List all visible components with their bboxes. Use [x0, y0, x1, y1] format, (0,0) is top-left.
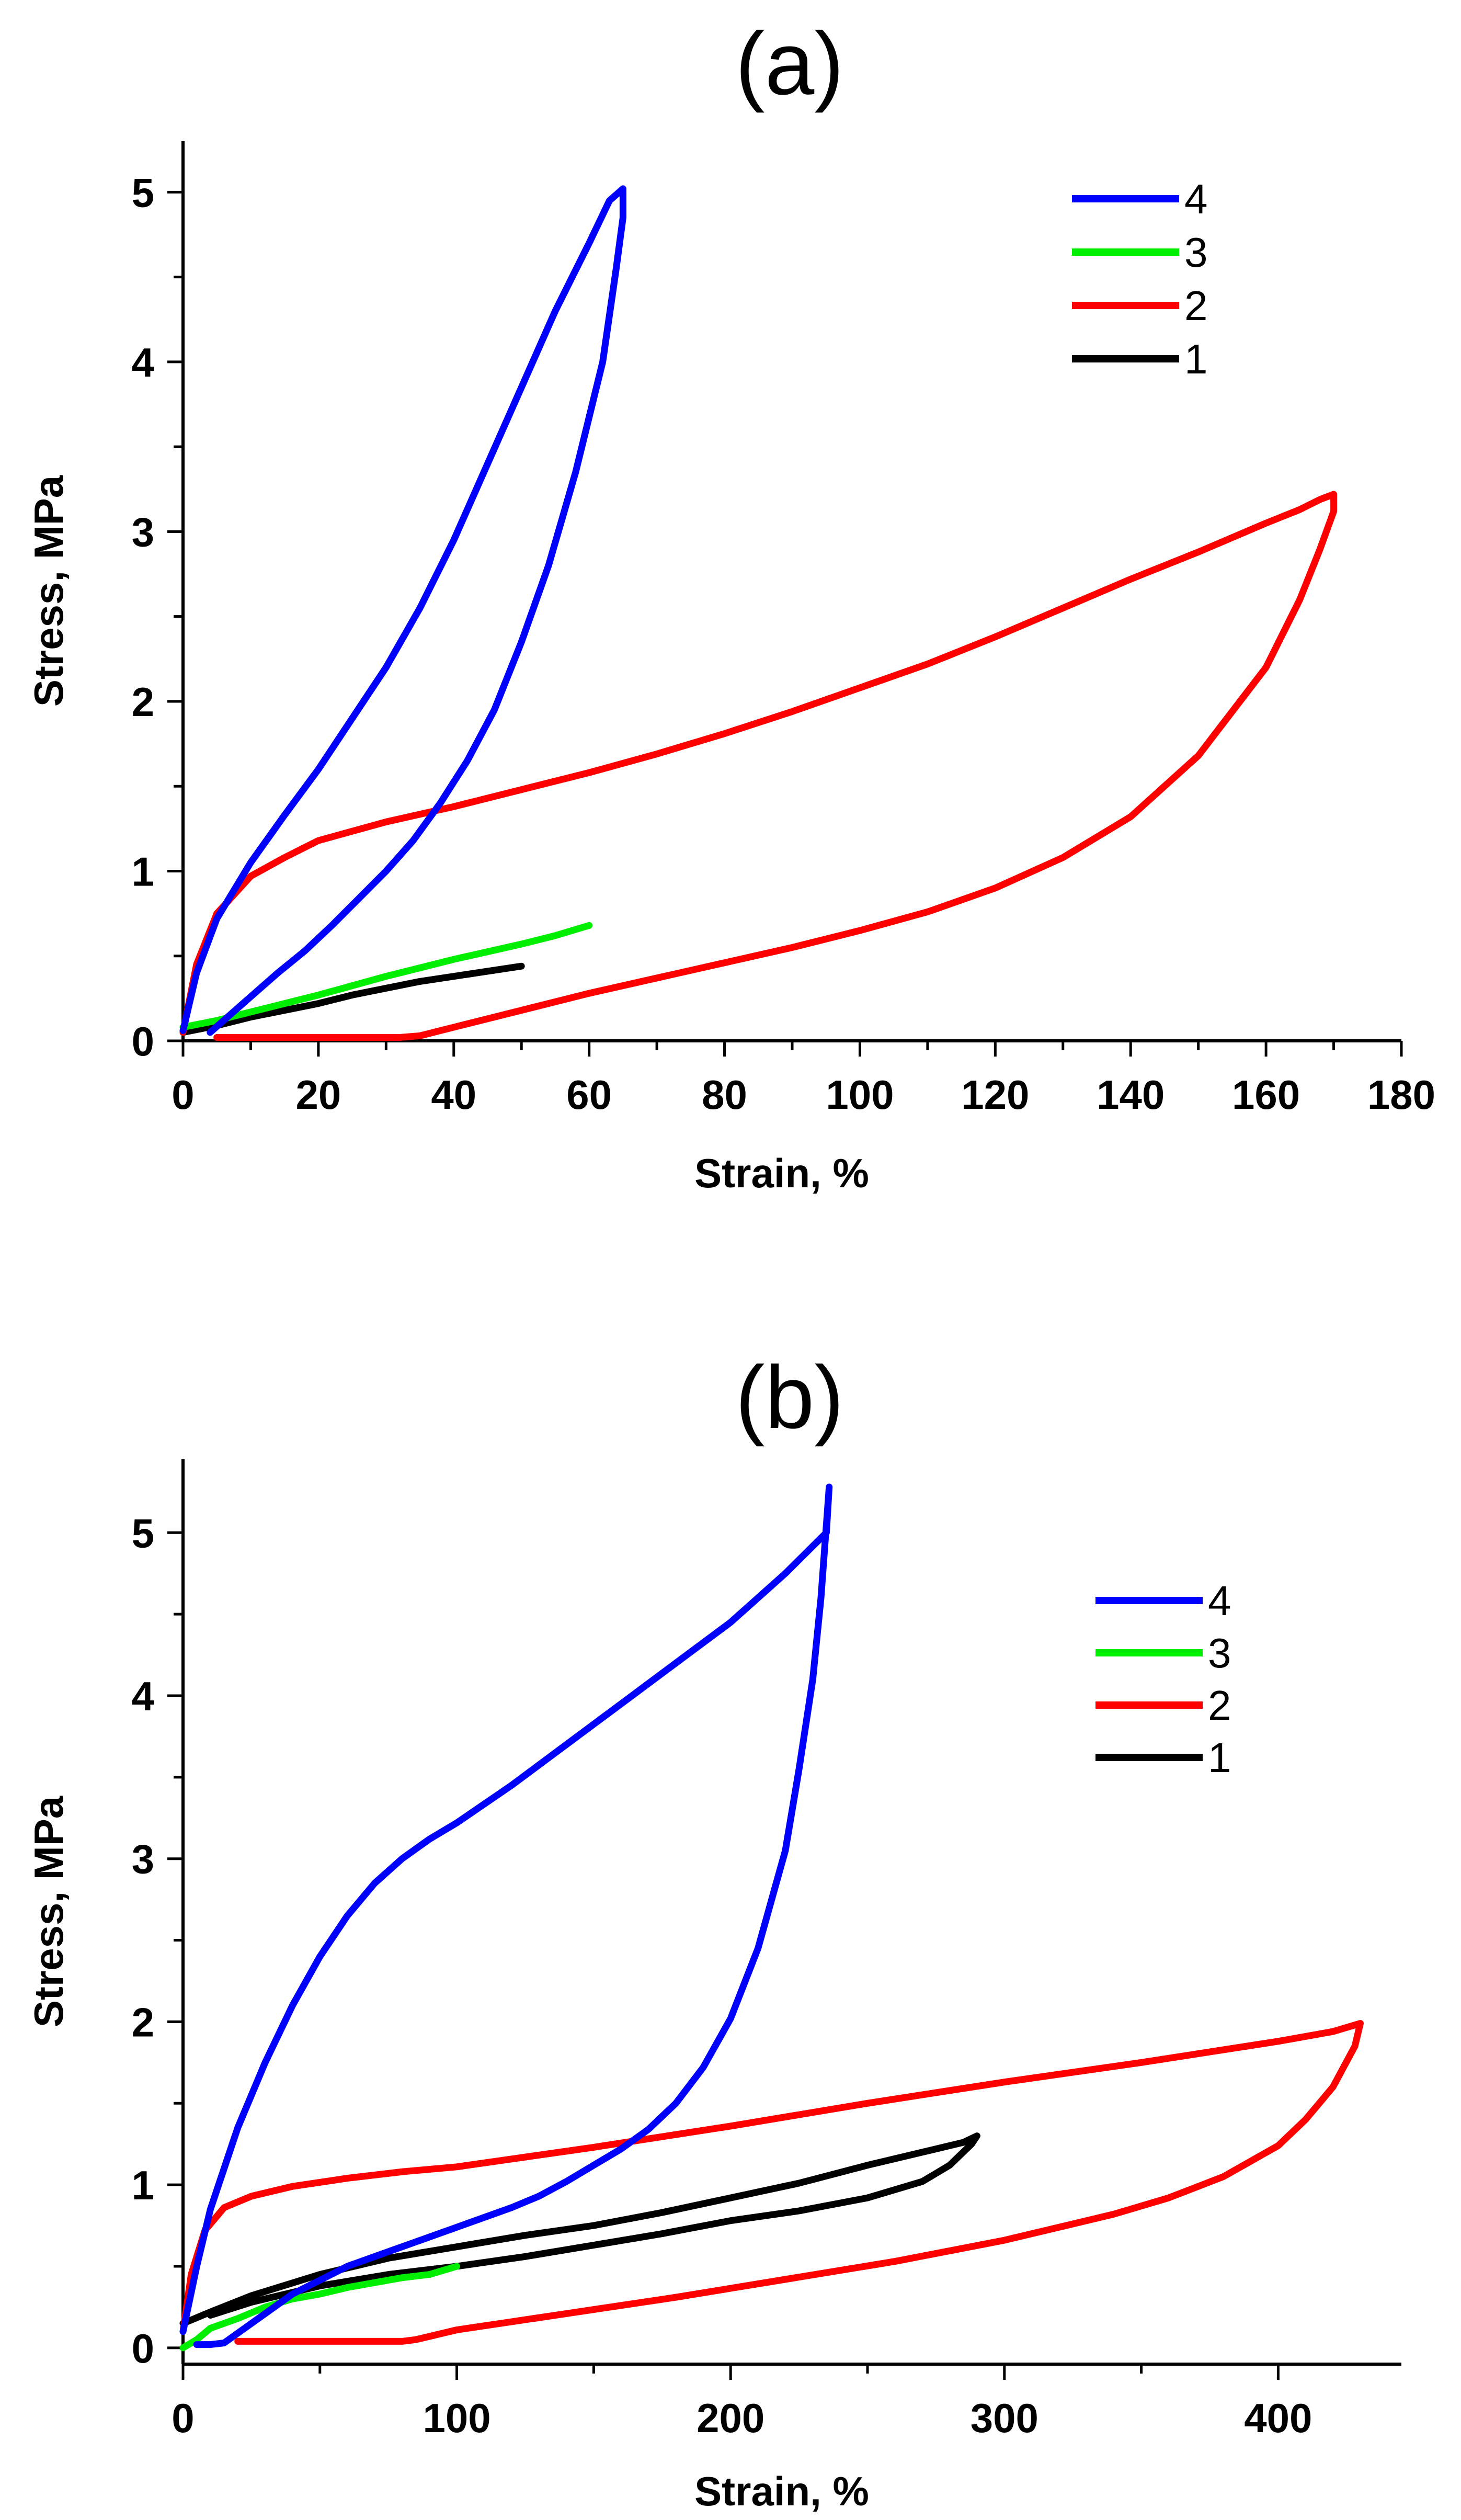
- series-line-a-4: [179, 185, 626, 1036]
- series-line-b-3: [179, 2263, 461, 2352]
- x-tick-label-b: 400: [1244, 2395, 1312, 2441]
- legend-label-a-1: 1: [1184, 336, 1208, 382]
- x-tick-label-a: 140: [1097, 1072, 1165, 1118]
- x-axis-label-b: Strain, %: [694, 2468, 869, 2514]
- legend-label-b-3: 3: [1208, 1630, 1231, 1676]
- chart-title-b: (b): [735, 1348, 844, 1447]
- series-line-b-4: [179, 1483, 833, 2348]
- x-tick-label-a: 60: [566, 1072, 612, 1118]
- x-tick-label-a: 40: [431, 1072, 476, 1118]
- legend-label-a-2: 2: [1184, 282, 1208, 329]
- y-tick-label-b: 4: [132, 1673, 154, 1719]
- x-tick-label-a: 0: [172, 1072, 194, 1118]
- series-line-a-1: [179, 962, 525, 1036]
- x-tick-label-b: 200: [697, 2395, 764, 2441]
- legend-label-a-4: 4: [1184, 176, 1208, 222]
- y-tick-label-b: 1: [132, 2162, 154, 2208]
- y-axis-label-b: Stress, MPa: [26, 1796, 72, 2027]
- x-tick-label-a: 120: [961, 1072, 1029, 1118]
- y-tick-label-a: 2: [132, 679, 154, 725]
- chart-title-a: (a): [735, 14, 844, 113]
- x-tick-label-a: 180: [1367, 1072, 1435, 1118]
- x-tick-label-b: 100: [423, 2395, 491, 2441]
- legend-label-b-4: 4: [1208, 1577, 1231, 1624]
- y-tick-label-b: 3: [132, 1836, 154, 1882]
- y-tick-label-a: 4: [132, 339, 154, 385]
- y-tick-label-b: 0: [132, 2325, 154, 2371]
- y-tick-label-a: 5: [132, 169, 154, 215]
- y-tick-label-a: 3: [132, 509, 154, 555]
- x-tick-label-a: 80: [702, 1072, 747, 1118]
- y-tick-label-a: 1: [132, 848, 154, 894]
- x-axis-label-a: Strain, %: [694, 1150, 869, 1196]
- y-tick-label-b: 5: [132, 1510, 154, 1556]
- x-tick-label-b: 0: [172, 2395, 194, 2441]
- x-tick-label-b: 300: [971, 2395, 1038, 2441]
- chart-b: (b) 0 100 200 300 400 0 1 2 3 4 5 Strain, % Stress, M…: [26, 1348, 1401, 2514]
- y-axis-label-a: Stress, MPa: [26, 475, 72, 707]
- x-tick-label-a: 160: [1232, 1072, 1300, 1118]
- legend-label-b-2: 2: [1208, 1682, 1231, 1729]
- series-line-b-2: [179, 2020, 1364, 2345]
- x-tick-label-a: 20: [296, 1072, 341, 1118]
- y-tick-label-a: 0: [132, 1018, 154, 1064]
- chart-a: (a) 0 20 40 60 80 100 120 140 160 180 0 1 2 3 4 5 Strain,…: [26, 14, 1435, 1196]
- legend-label-a-3: 3: [1184, 229, 1208, 276]
- y-tick-label-b: 2: [132, 1999, 154, 2045]
- legend-label-b-1: 1: [1208, 1734, 1231, 1781]
- series-line-b-1: [179, 2132, 980, 2327]
- x-tick-label-a: 100: [826, 1072, 894, 1118]
- series-line-a-2: [179, 491, 1338, 1041]
